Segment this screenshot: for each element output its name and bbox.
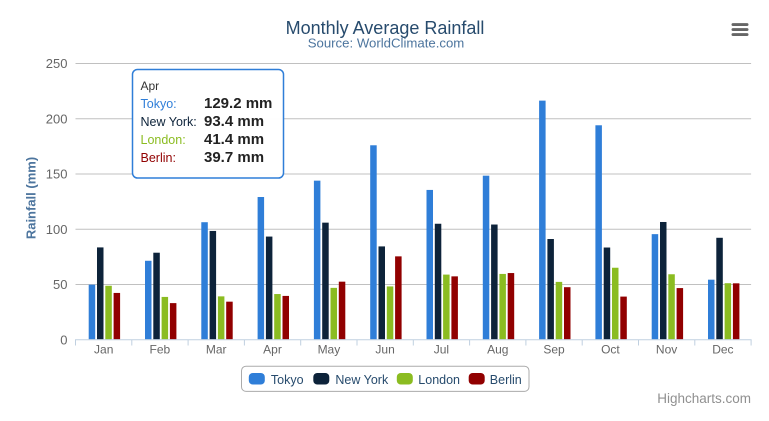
svg-text:Mar: Mar	[206, 343, 227, 357]
svg-text:100: 100	[46, 222, 68, 237]
svg-text:50: 50	[53, 277, 67, 292]
svg-text:Tokyo: Tokyo	[271, 373, 304, 387]
svg-text:Source: WorldClimate.com: Source: WorldClimate.com	[308, 36, 465, 51]
svg-text:Tokyo:: Tokyo:	[141, 97, 177, 111]
svg-text:Jun: Jun	[375, 343, 394, 357]
svg-text:Rainfall (mm): Rainfall (mm)	[24, 157, 39, 239]
svg-text:250: 250	[46, 56, 68, 71]
svg-text:41.4 mm: 41.4 mm	[204, 131, 264, 148]
svg-text:Nov: Nov	[656, 343, 677, 357]
svg-text:Jan: Jan	[94, 343, 113, 357]
svg-text:New York:: New York:	[141, 115, 197, 129]
svg-text:Sep: Sep	[543, 343, 565, 357]
svg-text:May: May	[318, 343, 341, 357]
svg-text:London:: London:	[141, 133, 186, 147]
svg-text:0: 0	[60, 333, 67, 348]
svg-text:Feb: Feb	[150, 343, 171, 357]
svg-text:200: 200	[46, 112, 68, 127]
svg-text:Oct: Oct	[601, 343, 620, 357]
svg-text:Aug: Aug	[487, 343, 508, 357]
svg-text:Dec: Dec	[712, 343, 733, 357]
svg-text:Highcharts.com: Highcharts.com	[657, 391, 751, 406]
svg-text:Apr: Apr	[263, 343, 282, 357]
svg-text:39.7 mm: 39.7 mm	[204, 149, 264, 166]
svg-text:Apr: Apr	[141, 79, 160, 93]
svg-text:Berlin: Berlin	[490, 373, 522, 387]
svg-text:150: 150	[46, 167, 68, 182]
svg-text:New York: New York	[335, 373, 389, 387]
svg-text:London: London	[418, 373, 460, 387]
svg-text:Monthly Average Rainfall: Monthly Average Rainfall	[286, 18, 485, 38]
svg-text:129.2 mm: 129.2 mm	[204, 95, 272, 112]
svg-text:93.4 mm: 93.4 mm	[204, 113, 264, 130]
svg-text:Jul: Jul	[434, 343, 449, 357]
svg-text:Berlin:: Berlin:	[141, 151, 176, 165]
